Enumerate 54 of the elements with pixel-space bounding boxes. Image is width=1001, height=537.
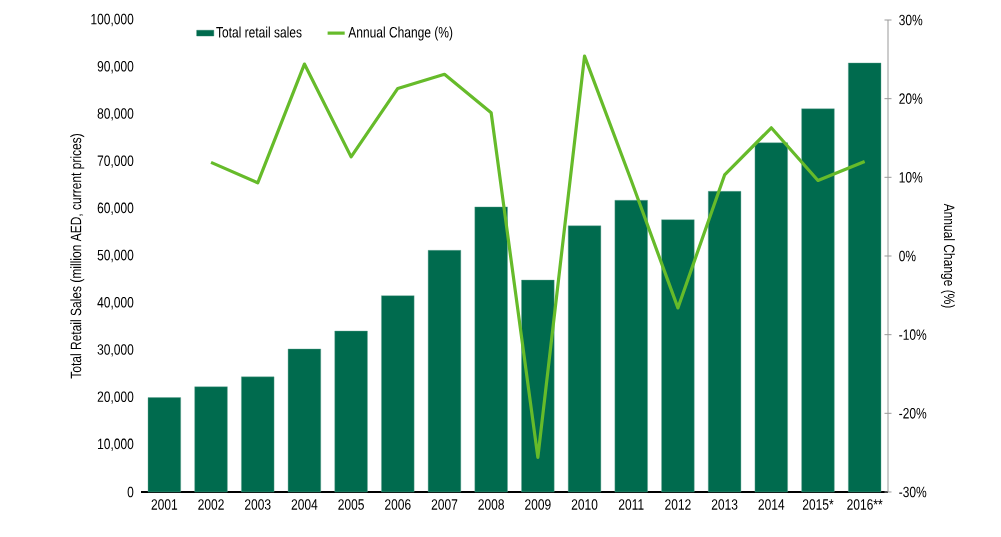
x-tick-label: 2006 — [385, 499, 411, 510]
x-tick-label: 2011 — [618, 499, 644, 510]
bar — [754, 142, 788, 493]
x-tick-label: 2004 — [291, 499, 318, 510]
bar — [381, 295, 415, 493]
x-tick-label: 2001 — [151, 499, 178, 510]
x-tick-label: 2008 — [478, 499, 504, 510]
y2-tick-label: -10% — [899, 329, 927, 340]
legend-label: Annual Change (%) — [348, 26, 453, 41]
y2-tick-label: 30% — [899, 14, 923, 26]
y-tick-label: 70,000 — [97, 155, 134, 168]
bar — [287, 348, 321, 493]
x-tick-label: 2002 — [198, 499, 224, 510]
bar — [801, 108, 835, 493]
bar — [194, 386, 228, 493]
x-tick-label: 2012 — [665, 499, 691, 510]
y2-axis-title: Annual Change (%) — [940, 203, 955, 308]
bar — [708, 191, 742, 493]
x-tick-label: 2009 — [525, 499, 551, 510]
y-tick-label: 80,000 — [97, 108, 134, 121]
bar — [568, 225, 602, 493]
bar — [427, 250, 462, 493]
x-tick-label: 2015* — [802, 499, 834, 510]
x-tick-label: 2013 — [711, 499, 738, 510]
bar — [147, 397, 181, 493]
y-tick-label: 30,000 — [97, 344, 134, 357]
y-tick-label: 20,000 — [97, 391, 134, 404]
y2-tick-label: -30% — [899, 486, 927, 498]
y-tick-label: 90,000 — [97, 60, 134, 74]
y2-tick-label: 0% — [899, 250, 916, 262]
y2-tick-label: 20% — [899, 93, 923, 104]
y-tick-label: 0 — [127, 486, 134, 498]
y2-tick-label: 10% — [899, 172, 923, 183]
x-tick-label: 2010 — [571, 499, 598, 510]
legend-label: Total retail sales — [216, 26, 302, 38]
y2-tick-label: -20% — [899, 408, 927, 419]
bar — [241, 376, 275, 493]
x-tick-label: 2016** — [847, 499, 883, 510]
line-series — [209, 54, 867, 459]
y-tick-label: 40,000 — [97, 296, 134, 310]
x-tick-label: 2014 — [758, 499, 785, 510]
x-tick-label: 2007 — [431, 499, 458, 510]
y-tick-label: 10,000 — [98, 438, 134, 451]
y-tick-label: 100,000 — [91, 13, 134, 27]
bar — [661, 219, 695, 493]
bar — [614, 200, 648, 493]
x-tick-label: 2003 — [244, 499, 271, 510]
bar — [848, 62, 882, 493]
y-tick-label: 60,000 — [97, 202, 134, 215]
bar — [474, 206, 508, 493]
y-tick-label: 50,000 — [97, 249, 134, 263]
bar — [334, 330, 368, 493]
y-axis-title: Total Retail Sales (million AED, current prices) — [70, 134, 85, 379]
x-tick-label: 2005 — [338, 499, 364, 510]
